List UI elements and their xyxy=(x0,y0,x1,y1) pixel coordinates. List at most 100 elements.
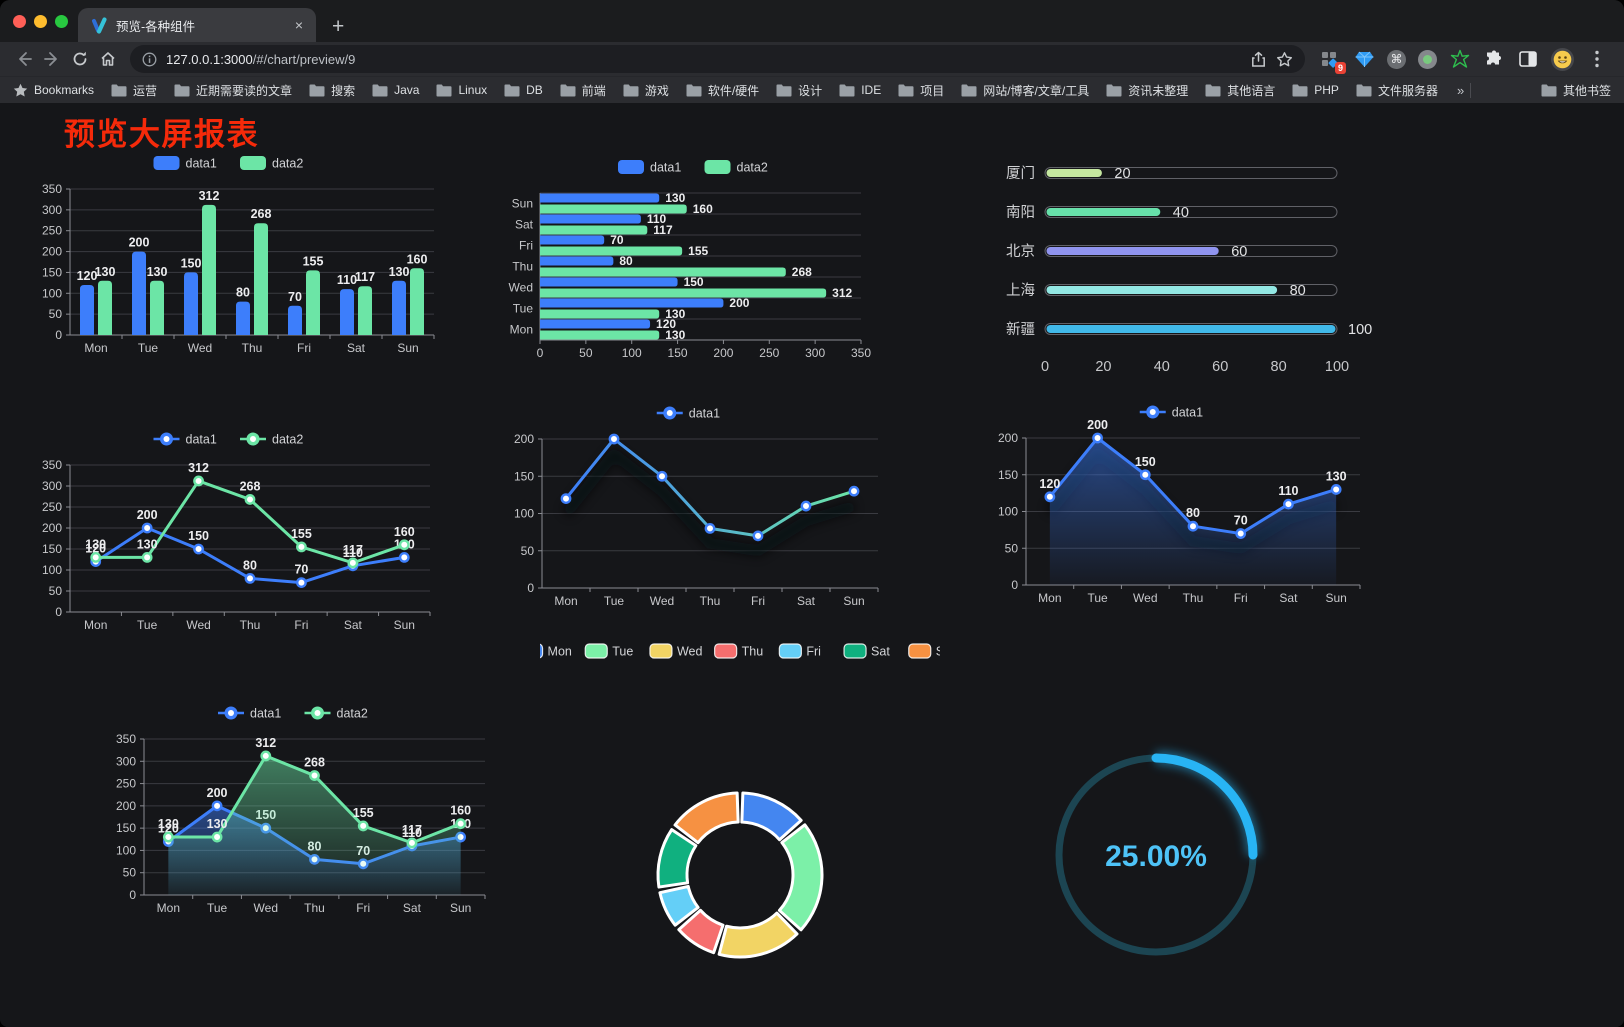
profile-avatar[interactable] xyxy=(1551,47,1574,71)
reload-button[interactable] xyxy=(66,45,94,73)
svg-text:Fri: Fri xyxy=(751,594,765,608)
svg-text:Mon: Mon xyxy=(554,594,577,608)
bookmark-folder-item[interactable]: 前端 xyxy=(560,82,606,99)
extension-command-icon[interactable]: ⌘ xyxy=(1387,49,1406,69)
bookmark-folder-item[interactable]: 运营 xyxy=(111,82,157,99)
bookmark-folder-item[interactable]: 网站/博客/文章/工具 xyxy=(961,82,1089,99)
split-screen-icon[interactable] xyxy=(1517,48,1539,70)
svg-text:268: 268 xyxy=(304,756,325,770)
svg-text:70: 70 xyxy=(1234,514,1248,528)
svg-text:Fri: Fri xyxy=(294,618,308,632)
svg-text:data2: data2 xyxy=(737,161,768,175)
folder-icon xyxy=(504,84,520,96)
address-bar[interactable]: 127.0.0.1:3000/#/chart/preview/9 xyxy=(130,45,1305,73)
svg-text:130: 130 xyxy=(85,537,106,551)
bookmarks-overflow-icon[interactable]: » xyxy=(1456,82,1465,98)
bookmark-folder-item[interactable]: 软件/硬件 xyxy=(686,82,759,99)
chart-area-single: data1 0 50 100 150 200 Mon Tue Wed Thu Fri Sat Sun 12… xyxy=(982,398,1370,618)
bookmark-folder-item[interactable]: 搜索 xyxy=(309,82,355,99)
svg-text:Sun: Sun xyxy=(450,901,471,915)
svg-text:Sat: Sat xyxy=(1279,591,1298,605)
svg-text:Tue: Tue xyxy=(604,594,625,608)
chart-progress-bars: 厦门 20 南阳 40 北京 60 上海 80 新疆 100 0 20 40 60 80 100 xyxy=(990,155,1382,386)
svg-text:150: 150 xyxy=(514,469,534,483)
folder-icon xyxy=(898,84,914,96)
bookmark-folder-item[interactable]: 文件服务器 xyxy=(1356,82,1438,99)
extension-badge: 9 xyxy=(1334,62,1346,74)
svg-text:Thu: Thu xyxy=(512,260,533,274)
bookmark-folder-item[interactable]: 其他语言 xyxy=(1205,82,1275,99)
svg-text:100: 100 xyxy=(1348,322,1372,338)
svg-text:Fri: Fri xyxy=(297,341,311,355)
bookmark-folder-item[interactable]: 设计 xyxy=(776,82,822,99)
svg-text:150: 150 xyxy=(181,256,202,270)
chart-bar-vertical: data1 data2 0 50 100 150 200 250 300 350 Mon 120 130… xyxy=(26,149,440,372)
browser-tab[interactable]: 预览-各种组件 × xyxy=(78,8,316,42)
extensions-row: 9 ⌘ xyxy=(1313,47,1614,74)
svg-text:160: 160 xyxy=(407,252,428,266)
svg-text:120: 120 xyxy=(158,822,179,836)
tab-title: 预览-各种组件 xyxy=(116,19,196,34)
svg-text:80: 80 xyxy=(619,254,633,268)
back-button[interactable] xyxy=(10,45,38,73)
svg-text:Wed: Wed xyxy=(254,901,278,915)
bookmark-folder-item[interactable]: DB xyxy=(504,83,543,97)
folder-icon xyxy=(560,84,576,96)
extension-record-icon[interactable] xyxy=(1418,49,1437,69)
svg-text:130: 130 xyxy=(147,265,168,279)
svg-text:117: 117 xyxy=(402,823,422,837)
new-tab-button[interactable]: + xyxy=(332,15,345,38)
bookmark-folder-item[interactable]: Java xyxy=(372,83,419,97)
extensions-puzzle-icon[interactable] xyxy=(1483,48,1505,70)
extension-blocks-icon[interactable]: 9 xyxy=(1319,48,1346,74)
bookmark-folder-item[interactable]: Linux xyxy=(436,83,487,97)
bookmark-folder-item[interactable]: IDE xyxy=(839,83,881,97)
bookmark-folder-item[interactable]: PHP xyxy=(1292,83,1339,97)
svg-text:Fri: Fri xyxy=(356,901,370,915)
extension-gem-icon[interactable] xyxy=(1353,48,1375,70)
svg-text:300: 300 xyxy=(42,479,62,493)
bookmark-folder-item[interactable]: 项目 xyxy=(898,82,944,99)
svg-text:25.00%: 25.00% xyxy=(1105,840,1207,873)
svg-text:120: 120 xyxy=(77,269,98,283)
folder-icon xyxy=(776,84,792,96)
svg-text:70: 70 xyxy=(288,290,302,304)
svg-text:50: 50 xyxy=(1005,541,1019,555)
svg-text:200: 200 xyxy=(42,521,62,535)
page-content: 预览大屏报表 data1 data2 0 50 100 150 200 250 300 350 Mo… xyxy=(0,103,1624,1027)
close-window-button[interactable] xyxy=(13,15,26,28)
svg-text:data2: data2 xyxy=(272,433,303,447)
chart-line-gradient: data1 0 50 100 150 200 Mon Tue Wed Thu Fri Sat Sun xyxy=(498,399,888,621)
browser-menu-icon[interactable] xyxy=(1586,48,1608,70)
svg-text:130: 130 xyxy=(665,307,685,321)
svg-text:117: 117 xyxy=(355,270,375,284)
bookmark-folder-item[interactable]: 游戏 xyxy=(623,82,669,99)
title-bar: 预览-各种组件 × + xyxy=(0,0,1624,42)
site-favicon-icon xyxy=(90,16,108,34)
svg-text:data1: data1 xyxy=(689,407,720,421)
tab-close-icon[interactable]: × xyxy=(294,17,304,33)
zoom-window-button[interactable] xyxy=(55,15,68,28)
bookmark-folder-item[interactable]: 近期需要读的文章 xyxy=(174,82,292,99)
chart-line-dual: data1 data2 0 50 100 150 200 250 300 350 Mon Tue Wed… xyxy=(26,425,440,645)
other-bookmarks[interactable]: 其他书签 xyxy=(1541,82,1611,99)
home-button[interactable] xyxy=(94,45,122,73)
svg-text:110: 110 xyxy=(337,273,357,287)
chart-donut: Mon Tue Wed Thu Fri Sat Sun xyxy=(519,637,958,972)
bookmarks-manager[interactable]: Bookmarks xyxy=(13,83,94,98)
bookmark-star-icon[interactable] xyxy=(1276,51,1293,68)
svg-text:150: 150 xyxy=(42,265,62,279)
bookmark-folder-item[interactable]: 资讯未整理 xyxy=(1106,82,1188,99)
minimize-window-button[interactable] xyxy=(34,15,47,28)
extension-star-icon[interactable] xyxy=(1449,48,1471,70)
folder-icon xyxy=(1292,84,1308,96)
svg-text:100: 100 xyxy=(622,346,642,360)
chart-bar-horizontal: data1 data2 0 50 100 150 200 250 300 350 Sun 130 160… xyxy=(500,153,895,373)
folder-icon xyxy=(961,84,977,96)
folder-icon xyxy=(111,84,127,96)
svg-text:0: 0 xyxy=(537,346,544,360)
svg-text:80: 80 xyxy=(1271,359,1287,375)
site-info-icon[interactable] xyxy=(142,52,157,67)
forward-button[interactable] xyxy=(38,45,66,73)
share-icon[interactable] xyxy=(1250,51,1267,68)
